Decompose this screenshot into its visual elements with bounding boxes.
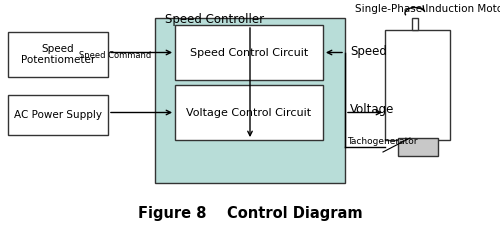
Text: Single-Phase Induction Motor: Single-Phase Induction Motor — [355, 4, 500, 14]
Bar — [8, 32, 108, 77]
Text: Speed Command: Speed Command — [79, 51, 151, 60]
Bar — [175, 85, 323, 140]
Text: Voltage Control Circuit: Voltage Control Circuit — [186, 107, 312, 117]
Text: Speed
Potentiometer: Speed Potentiometer — [21, 44, 95, 65]
Bar — [412, 18, 418, 30]
Text: Speed: Speed — [350, 46, 387, 58]
Text: Voltage: Voltage — [350, 104, 395, 117]
Text: Figure 8    Control Diagram: Figure 8 Control Diagram — [138, 206, 362, 221]
Bar — [175, 25, 323, 80]
Text: Speed Controller: Speed Controller — [165, 13, 264, 26]
Bar — [398, 138, 438, 156]
Bar — [385, 30, 450, 140]
Bar — [155, 18, 345, 183]
Text: Speed Control Circuit: Speed Control Circuit — [190, 47, 308, 57]
Text: AC Power Supply: AC Power Supply — [14, 110, 102, 120]
Bar — [8, 95, 108, 135]
Text: Tachogenerator: Tachogenerator — [347, 137, 418, 146]
